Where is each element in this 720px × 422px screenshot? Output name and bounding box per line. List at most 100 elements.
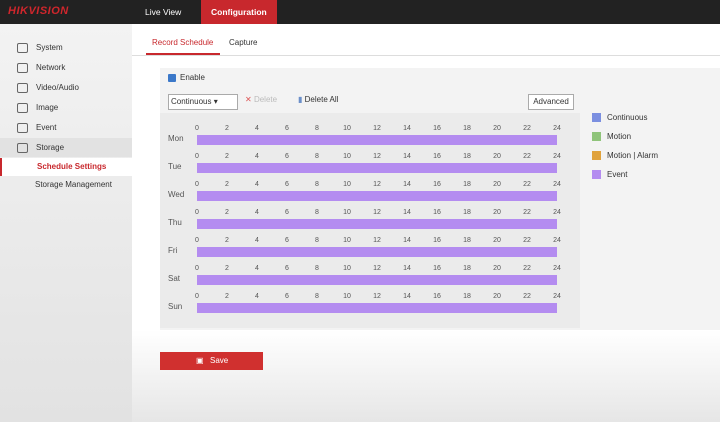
schedule-bar[interactable]	[197, 135, 557, 145]
day-label: Mon	[168, 134, 184, 143]
hour-label: 18	[463, 125, 471, 132]
icon	[17, 83, 28, 93]
schedule-bar[interactable]	[197, 219, 557, 229]
sidebar-subitem[interactable]: Schedule Settings	[0, 158, 134, 176]
hour-label: 24	[553, 293, 561, 300]
sidebar-item[interactable]: Video/Audio	[0, 78, 132, 97]
hour-label: 6	[285, 265, 289, 272]
hour-label: 0	[195, 125, 199, 132]
hour-label: 6	[285, 153, 289, 160]
hour-label: 0	[195, 237, 199, 244]
hour-label: 16	[433, 265, 441, 272]
hour-label: 10	[343, 237, 351, 244]
hour-label: 4	[255, 265, 259, 272]
hour-label: 0	[195, 181, 199, 188]
legend-label: Continuous	[607, 113, 648, 122]
hour-label: 2	[225, 265, 229, 272]
hour-label: 24	[553, 153, 561, 160]
legend-swatch	[592, 113, 601, 122]
schedule-bar[interactable]	[197, 275, 557, 285]
brand: HIKVISION	[8, 5, 69, 17]
hour-label: 4	[255, 181, 259, 188]
icon	[17, 43, 28, 53]
advanced-button[interactable]: Advanced	[528, 94, 574, 110]
hour-label: 6	[285, 125, 289, 132]
legend-label: Event	[607, 170, 628, 179]
day-label: Fri	[168, 246, 178, 255]
sidebar	[0, 24, 132, 422]
sidebar-item[interactable]: Image	[0, 98, 132, 117]
save-label: Save	[210, 356, 229, 365]
sidebar-subitem[interactable]: Storage Management	[0, 176, 132, 194]
hour-label: 12	[373, 293, 381, 300]
delete-all-label: Delete All	[304, 95, 339, 104]
hour-label: 12	[373, 125, 381, 132]
checkbox[interactable]	[168, 74, 176, 82]
hour-label: 14	[403, 125, 411, 132]
hour-label: 4	[255, 125, 259, 132]
hour-label: 4	[255, 209, 259, 216]
nav-live-view[interactable]: Live View	[145, 7, 182, 17]
legend-swatch	[592, 170, 601, 179]
nav-configuration[interactable]: Configuration	[201, 0, 277, 24]
hour-label: 10	[343, 153, 351, 160]
enable-label: Enable	[180, 73, 205, 82]
hour-label: 14	[403, 153, 411, 160]
label: System	[36, 43, 63, 52]
hour-label: 4	[255, 237, 259, 244]
sidebar-item[interactable]: System	[0, 38, 132, 57]
hour-label: 18	[463, 209, 471, 216]
hour-label: 24	[553, 125, 561, 132]
hour-label: 8	[315, 237, 319, 244]
hour-label: 0	[195, 209, 199, 216]
tab-capture[interactable]: Capture	[229, 38, 258, 47]
hour-label: 10	[343, 265, 351, 272]
hour-label: 2	[225, 209, 229, 216]
header: HIKVISION Live View Configuration	[0, 0, 720, 24]
hour-label: 12	[373, 209, 381, 216]
hour-label: 24	[553, 209, 561, 216]
schedule-bar[interactable]	[197, 163, 557, 173]
label: Schedule Settings	[37, 162, 107, 171]
sidebar-item[interactable]: Network	[0, 58, 132, 77]
hour-label: 22	[523, 237, 531, 244]
hour-label: 18	[463, 181, 471, 188]
tab-record-schedule[interactable]: Record Schedule	[152, 38, 214, 47]
hour-label: 12	[373, 181, 381, 188]
legend-label: Motion	[607, 132, 632, 141]
hour-label: 14	[403, 181, 411, 188]
hour-label: 22	[523, 181, 531, 188]
hour-label: 24	[553, 265, 561, 272]
hour-label: 4	[255, 153, 259, 160]
hour-label: 2	[225, 181, 229, 188]
delete-all-button[interactable]: ▮ Delete All	[298, 95, 339, 104]
hour-label: 0	[195, 293, 199, 300]
icon	[17, 143, 28, 153]
hour-label: 18	[463, 293, 471, 300]
sidebar-item[interactable]: Event	[0, 118, 132, 137]
delete-button[interactable]: ✕ Delete	[245, 95, 278, 104]
select[interactable]: Continuous ▾	[168, 94, 238, 110]
sidebar-item[interactable]: Storage	[0, 138, 132, 157]
hour-label: 0	[195, 265, 199, 272]
save-button[interactable]: ▣ Save	[160, 352, 263, 370]
schedule-bar[interactable]	[197, 191, 557, 201]
hour-label: 2	[225, 293, 229, 300]
hour-label: 14	[403, 293, 411, 300]
hour-label: 18	[463, 265, 471, 272]
hour-label: 22	[523, 209, 531, 216]
hour-label: 8	[315, 181, 319, 188]
hour-label: 10	[343, 209, 351, 216]
label: Event	[36, 123, 57, 132]
hour-label: 16	[433, 181, 441, 188]
hour-label: 6	[285, 237, 289, 244]
schedule-bar[interactable]	[197, 247, 557, 257]
day-label: Tue	[168, 162, 182, 171]
icon	[17, 123, 28, 133]
hour-label: 16	[433, 237, 441, 244]
schedule-bar[interactable]	[197, 303, 557, 313]
day-label: Thu	[168, 218, 182, 227]
hour-label: 10	[343, 125, 351, 132]
